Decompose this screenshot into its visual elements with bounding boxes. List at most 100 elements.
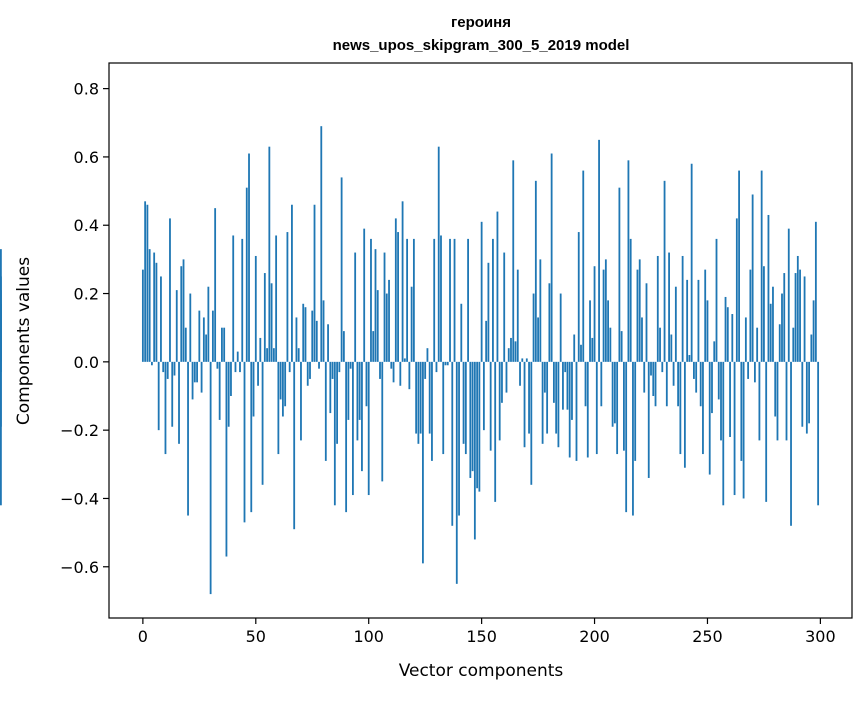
bar-component-75 (311, 310, 314, 362)
bar-component-110 (390, 361, 393, 369)
bar-component-104 (376, 290, 379, 362)
bar-component-150 (480, 221, 483, 362)
bar-component-131 (437, 146, 440, 362)
bar-component-95 (356, 361, 359, 441)
bar-component-74 (309, 361, 311, 379)
bar-component-233 (668, 252, 670, 362)
bar-component-10 (164, 361, 167, 455)
bar-component-272 (756, 327, 759, 362)
bar-component-214 (625, 361, 628, 513)
bar-component-164 (512, 160, 515, 362)
bar-component-179 (546, 361, 549, 434)
bar-component-282 (778, 324, 781, 362)
x-axis: 0 50 100 150 200 250 300 (138, 618, 836, 646)
y-tick-label: 0.2 (74, 285, 99, 304)
bar-component-182 (552, 361, 555, 403)
bar-component-158 (498, 361, 501, 441)
bar-component-230 (661, 361, 664, 373)
bar-component-85 (333, 361, 336, 506)
bar-component-181 (550, 153, 553, 362)
bar-component-271 (753, 361, 756, 383)
bar-component-3 (148, 249, 151, 362)
bar-component-130 (435, 361, 438, 373)
bar-component-246 (697, 279, 700, 362)
bar-component-205 (604, 259, 607, 362)
y-tick-label: 0.8 (74, 80, 99, 99)
bar-component-96 (358, 361, 361, 420)
bar-component-140 (458, 361, 460, 516)
x-tick-label: 200 (579, 627, 610, 646)
bar-component-194 (580, 344, 582, 362)
bar-component-42 (236, 351, 239, 362)
bar-component-154 (489, 361, 492, 451)
bar-component-97 (361, 361, 363, 472)
bar-component-12 (169, 218, 171, 362)
bar-component-52 (259, 337, 262, 362)
bar-component-160 (503, 252, 506, 362)
bar-component-13 (171, 361, 174, 427)
bar-component-208 (611, 361, 614, 427)
bar-component-64 (286, 232, 289, 362)
bar-component-295 (808, 361, 810, 424)
bar-component-186 (562, 361, 564, 410)
bar-component-153 (487, 262, 490, 362)
bar-component-9 (162, 361, 165, 373)
bar-component-136 (449, 238, 451, 362)
bar-component-36 (223, 327, 226, 362)
bar-component-177 (541, 361, 544, 444)
bar-component-94 (354, 252, 357, 362)
bar-component-33 (216, 361, 219, 369)
bar-component-292 (801, 361, 804, 427)
bar-component-241 (686, 279, 689, 362)
bar-component-116 (403, 358, 406, 362)
bar-component-16 (178, 361, 180, 444)
bar-component-287 (790, 361, 792, 526)
bar-component-129 (433, 238, 436, 362)
bar-component-45 (243, 361, 246, 523)
bar-component-115 (401, 201, 404, 362)
bar-component-127 (428, 361, 431, 434)
bar-component-190 (571, 361, 573, 420)
y-tick-label: −0.6 (60, 558, 99, 577)
bar-component-41 (234, 361, 237, 373)
bar-component-175 (537, 317, 539, 362)
bar-component-261 (731, 314, 734, 362)
bar-component-188 (566, 361, 569, 410)
bar-component-11 (166, 361, 169, 379)
bar-component-163 (510, 337, 512, 362)
bar-component-223 (645, 283, 648, 362)
bar-component-76 (313, 204, 316, 362)
bar-component-269 (749, 269, 752, 362)
bar-component-267 (744, 317, 747, 362)
bar-component-106 (381, 361, 384, 482)
bar-component-225 (650, 361, 652, 376)
bar-component-59 (275, 235, 278, 362)
bar-component-162 (507, 348, 510, 362)
plot-area-frame (108, 62, 853, 619)
bar-component-289 (794, 273, 797, 362)
bar-component-126 (426, 348, 429, 362)
bar-component-157 (496, 211, 499, 362)
bar-component-219 (636, 269, 639, 362)
bar-component-243 (690, 163, 693, 362)
bar-component-112 (394, 218, 397, 362)
bar-component-155 (492, 238, 494, 362)
bar-component-235 (672, 361, 675, 386)
bar-component-200 (593, 266, 596, 362)
bar-component-71 (302, 303, 305, 362)
bar-component-161 (505, 361, 508, 393)
bar-component-197 (586, 361, 589, 458)
bar-component-195 (582, 170, 585, 362)
y-tick-label: 0.4 (74, 216, 99, 235)
bar-component-152 (485, 320, 488, 362)
y-tick-label: 0.6 (74, 148, 99, 167)
bar-component-119 (410, 286, 413, 362)
bar-component-228 (656, 255, 659, 362)
y-tick-label: −0.4 (60, 489, 99, 508)
bar-component-204 (602, 269, 605, 362)
bar-component-254 (715, 238, 718, 362)
bar-component-213 (623, 361, 625, 451)
bar-component-193 (577, 232, 580, 362)
bar-component-49 (252, 361, 255, 417)
bar-component-15 (175, 290, 178, 362)
